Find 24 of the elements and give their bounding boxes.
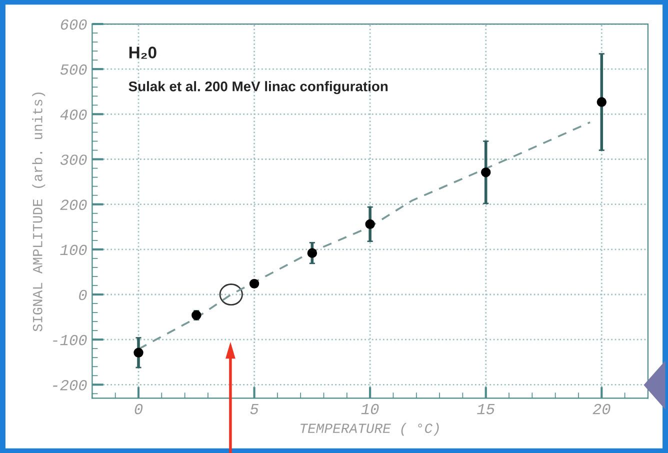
point	[480, 167, 491, 178]
annotation: Sulak et al. 200 MeV linac configuration	[128, 81, 388, 94]
y-tick-label: 200	[60, 200, 87, 210]
y-tick-label: 300	[60, 154, 87, 165]
x-tick-label: 10	[361, 404, 379, 414]
y-tick-label: 100	[60, 244, 87, 256]
x-axis-title: TEMPERATURE ( °C)	[300, 422, 439, 436]
point	[307, 248, 318, 258]
point	[249, 278, 260, 289]
annotation: H₂0	[129, 46, 156, 59]
y-axis-title: SIGNAL AMPLITUDE (arb. units)	[32, 92, 46, 332]
x-tick-label: 15	[477, 404, 495, 414]
y-tick-label: 600	[60, 19, 87, 30]
x-tick-label: 0	[134, 404, 143, 414]
point	[596, 97, 607, 107]
point	[365, 219, 375, 230]
y-tick-label: 500	[60, 64, 87, 75]
y-tick-label: 0	[79, 290, 87, 300]
y-tick-label: -100	[53, 334, 87, 346]
x-tick-label: 20	[592, 404, 610, 414]
x-tick-label: 5	[250, 404, 258, 414]
y-tick-label: -200	[53, 380, 87, 390]
y-tick-label: 400	[60, 109, 87, 120]
point	[134, 348, 144, 358]
